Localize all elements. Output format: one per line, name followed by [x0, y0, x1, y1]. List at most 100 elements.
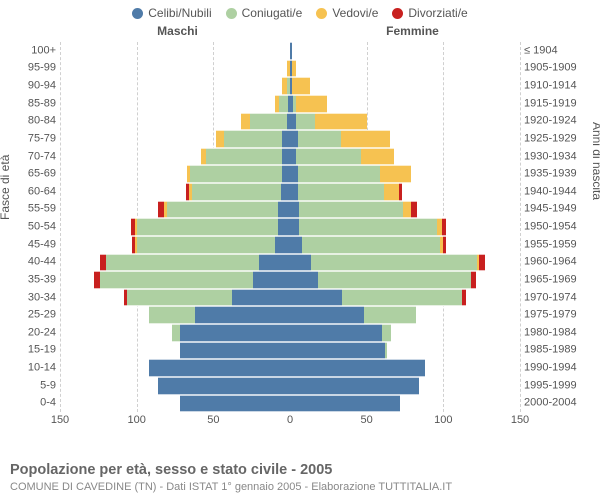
- male-bar: [60, 377, 290, 395]
- x-tick: 50: [207, 414, 219, 426]
- legend-label: Divorziati/e: [408, 6, 467, 20]
- pyramid-row: 50-541950-1954: [60, 218, 520, 236]
- male-bar: [60, 236, 290, 254]
- age-label: 50-54: [8, 222, 56, 233]
- legend-swatch: [132, 8, 143, 19]
- pyramid-row: 80-841920-1924: [60, 113, 520, 131]
- male-bar: [60, 359, 290, 377]
- birth-year-label: 1945-1949: [524, 204, 588, 215]
- legend-item: Celibi/Nubili: [132, 6, 211, 20]
- legend-label: Vedovi/e: [332, 6, 378, 20]
- age-label: 25-29: [8, 310, 56, 321]
- bar-segment: [167, 201, 277, 219]
- bar-segment: [106, 254, 259, 272]
- birth-year-label: 1970-1974: [524, 292, 588, 303]
- female-bar: [290, 60, 520, 78]
- birth-year-label: 1920-1924: [524, 116, 588, 127]
- female-bar: [290, 271, 520, 289]
- pyramid-row: 70-741930-1934: [60, 148, 520, 166]
- legend-label: Coniugati/e: [242, 6, 303, 20]
- x-tick: 100: [434, 414, 452, 426]
- bar-segment: [462, 289, 467, 307]
- birth-year-label: 1990-1994: [524, 363, 588, 374]
- label-male: Maschi: [60, 24, 295, 38]
- birth-year-label: 1950-1954: [524, 222, 588, 233]
- pyramid-row: 45-491955-1959: [60, 236, 520, 254]
- bar-segment: [380, 165, 411, 183]
- bar-segment: [311, 254, 477, 272]
- bar-segment: [292, 77, 310, 95]
- female-bar: [290, 77, 520, 95]
- age-label: 20-24: [8, 327, 56, 338]
- legend-item: Divorziati/e: [392, 6, 467, 20]
- bar-segment: [296, 113, 314, 131]
- birth-year-label: 1940-1944: [524, 186, 588, 197]
- bar-segment: [399, 183, 402, 201]
- bar-segment: [158, 377, 290, 395]
- bar-segment: [250, 113, 287, 131]
- bar-segment: [253, 271, 290, 289]
- female-bar: [290, 324, 520, 342]
- male-bar: [60, 165, 290, 183]
- x-axis: 15010050050100150: [60, 412, 520, 432]
- legend-swatch: [226, 8, 237, 19]
- bar-segment: [290, 342, 385, 360]
- bar-segment: [290, 165, 298, 183]
- birth-year-label: 1980-1984: [524, 327, 588, 338]
- bar-segment: [290, 254, 311, 272]
- birth-year-label: 1930-1934: [524, 151, 588, 162]
- pyramid-row: 35-391965-1969: [60, 271, 520, 289]
- female-bar: [290, 218, 520, 236]
- male-bar: [60, 130, 290, 148]
- birth-year-label: 1905-1909: [524, 63, 588, 74]
- age-label: 10-14: [8, 363, 56, 374]
- bar-segment: [279, 95, 288, 113]
- female-bar: [290, 359, 520, 377]
- bar-segment: [290, 218, 299, 236]
- birth-year-label: 1975-1979: [524, 310, 588, 321]
- male-bar: [60, 77, 290, 95]
- bar-segment: [290, 359, 425, 377]
- age-label: 40-44: [8, 257, 56, 268]
- male-bar: [60, 183, 290, 201]
- birth-year-label: 1935-1939: [524, 169, 588, 180]
- x-tick: 100: [127, 414, 145, 426]
- bar-segment: [241, 113, 250, 131]
- bar-segment: [172, 324, 180, 342]
- bar-segment: [290, 324, 382, 342]
- birth-year-label: 1965-1969: [524, 274, 588, 285]
- birth-year-label: 1915-1919: [524, 98, 588, 109]
- female-bar: [290, 342, 520, 360]
- age-label: 75-79: [8, 133, 56, 144]
- bar-segment: [195, 306, 290, 324]
- male-bar: [60, 306, 290, 324]
- bar-segment: [341, 130, 390, 148]
- label-female: Femmine: [295, 24, 530, 38]
- bar-segment: [364, 306, 416, 324]
- bar-segment: [290, 395, 400, 413]
- age-label: 65-69: [8, 169, 56, 180]
- male-bar: [60, 60, 290, 78]
- female-bar: [290, 236, 520, 254]
- bar-segment: [180, 324, 290, 342]
- bar-segment: [282, 130, 290, 148]
- chart-title: Popolazione per età, sesso e stato civil…: [10, 461, 590, 480]
- bar-segment: [290, 236, 302, 254]
- birth-year-label: 2000-2004: [524, 398, 588, 409]
- pyramid-row: 5-91995-1999: [60, 377, 520, 395]
- age-label: 70-74: [8, 151, 56, 162]
- pyramid-row: 65-691935-1939: [60, 165, 520, 183]
- bar-segment: [290, 377, 419, 395]
- x-tick: 50: [361, 414, 373, 426]
- legend-item: Vedovi/e: [316, 6, 378, 20]
- bar-segment: [127, 289, 231, 307]
- birth-year-label: 1960-1964: [524, 257, 588, 268]
- male-bar: [60, 324, 290, 342]
- x-tick: 150: [511, 414, 529, 426]
- bar-segment: [180, 342, 290, 360]
- y-axis-title-right: Anni di nascita: [590, 122, 600, 200]
- pyramid-row: 85-891915-1919: [60, 95, 520, 113]
- bar-segment: [190, 165, 282, 183]
- bar-segment: [384, 183, 399, 201]
- x-tick: 150: [51, 414, 69, 426]
